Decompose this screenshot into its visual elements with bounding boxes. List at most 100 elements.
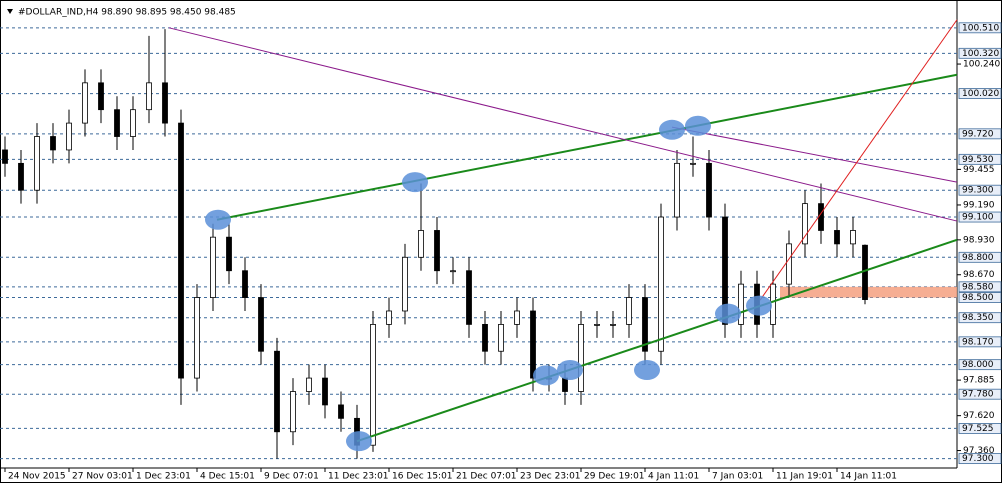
candle-body bbox=[162, 82, 168, 124]
x-tick-label: 7 Jan 03:01 bbox=[712, 472, 763, 482]
x-tick-label: 1 Dec 23:01 bbox=[136, 472, 191, 482]
trendline bbox=[168, 27, 958, 222]
y-tick-label: 97.360 bbox=[963, 446, 995, 456]
candle-body bbox=[834, 230, 840, 245]
y-tick-label: 97.620 bbox=[963, 411, 995, 421]
level-label: 98.170 bbox=[962, 337, 994, 347]
trendline bbox=[216, 73, 958, 221]
level-label: 100.320 bbox=[962, 49, 999, 59]
candle-body bbox=[290, 391, 296, 433]
candle-body bbox=[98, 82, 104, 111]
candle-body bbox=[450, 270, 456, 273]
candle-body bbox=[34, 136, 40, 191]
level-label-box bbox=[958, 22, 1002, 34]
x-tick-label: 24 Nov 2015 bbox=[8, 472, 66, 482]
candle-body bbox=[786, 243, 792, 285]
level-label: 98.800 bbox=[962, 253, 994, 263]
level-label-box bbox=[958, 128, 1002, 140]
level-label-box bbox=[958, 359, 1002, 371]
level-label-box bbox=[958, 292, 1002, 303]
level-label-box bbox=[958, 88, 1002, 99]
level-label: 99.720 bbox=[962, 129, 994, 139]
x-tick-label: 23 Dec 23:01 bbox=[520, 472, 581, 482]
marker bbox=[533, 365, 559, 386]
candle-body bbox=[50, 136, 56, 151]
level-label: 100.020 bbox=[962, 89, 999, 99]
x-tick-label: 4 Jan 11:01 bbox=[648, 472, 699, 482]
y-tick-label: 99.455 bbox=[963, 165, 995, 175]
chart-title: #DOLLAR_IND,H4 98.890 98.895 98.450 98.4… bbox=[18, 8, 236, 18]
y-tick-label: 98.930 bbox=[963, 235, 995, 245]
level-label: 97.525 bbox=[962, 424, 994, 434]
level-label-box bbox=[958, 453, 1002, 465]
level-label: 98.350 bbox=[962, 313, 994, 323]
candle-body bbox=[562, 377, 568, 392]
level-label-box bbox=[958, 423, 1002, 434]
trendline bbox=[759, 19, 958, 301]
candle-body bbox=[850, 230, 856, 245]
y-tick-label: 98.670 bbox=[963, 270, 995, 280]
candle-body bbox=[862, 244, 868, 300]
x-tick-label: 29 Dec 19:01 bbox=[584, 472, 645, 482]
level-label-box bbox=[958, 184, 1002, 196]
trendline bbox=[671, 126, 958, 183]
marker bbox=[659, 119, 685, 140]
candle-body bbox=[514, 310, 520, 325]
level-label-box bbox=[958, 312, 1002, 324]
candle-body bbox=[594, 324, 600, 326]
menu-arrow[interactable] bbox=[7, 9, 13, 14]
candle-body bbox=[818, 203, 824, 231]
level-label: 99.100 bbox=[962, 213, 994, 223]
candle-body bbox=[18, 162, 24, 191]
level-label-box bbox=[958, 251, 1002, 263]
candle-body bbox=[306, 377, 312, 392]
x-tick-label: 11 Dec 23:01 bbox=[328, 472, 389, 482]
x-tick-label: 14 Jan 11:01 bbox=[840, 472, 897, 482]
level-label: 97.300 bbox=[962, 454, 994, 464]
candle-body bbox=[66, 122, 72, 151]
candle-body bbox=[386, 310, 392, 325]
x-tick-label: 16 Dec 15:01 bbox=[392, 472, 453, 482]
level-label-box bbox=[958, 336, 1002, 348]
candle-body bbox=[210, 236, 216, 298]
level-label: 100.510 bbox=[962, 23, 999, 33]
x-tick-label: 27 Nov 03:01 bbox=[72, 472, 133, 482]
candle-body bbox=[610, 324, 616, 326]
x-tick-label: 21 Dec 07:01 bbox=[456, 472, 517, 482]
candle-body bbox=[226, 236, 232, 272]
candle-body bbox=[114, 109, 120, 137]
candle-body bbox=[530, 310, 536, 379]
candle-body bbox=[338, 404, 344, 419]
level-label-box bbox=[958, 47, 1002, 59]
candle-body bbox=[370, 324, 376, 446]
candle-body bbox=[194, 297, 200, 379]
candle-body bbox=[674, 162, 680, 218]
candle-body bbox=[658, 216, 664, 352]
candle-body bbox=[626, 297, 632, 325]
candle-body bbox=[466, 270, 472, 325]
y-tick-label: 99.190 bbox=[963, 200, 995, 210]
marker bbox=[634, 360, 660, 381]
level-label: 99.530 bbox=[962, 155, 994, 165]
level-label: 98.000 bbox=[962, 360, 994, 370]
level-label-box bbox=[958, 281, 1002, 293]
marker bbox=[402, 172, 428, 193]
candle-body bbox=[82, 82, 88, 124]
level-label: 97.780 bbox=[962, 390, 994, 400]
candle-body bbox=[130, 109, 136, 137]
x-tick-label: 4 Dec 15:01 bbox=[200, 472, 255, 482]
candle-body bbox=[258, 297, 264, 352]
candle-body bbox=[690, 162, 696, 165]
candle-body bbox=[642, 297, 648, 352]
candle-body bbox=[242, 270, 248, 298]
candle-body bbox=[274, 350, 280, 433]
candle-body bbox=[802, 203, 808, 245]
candle-body bbox=[482, 324, 488, 352]
candle-body bbox=[402, 256, 408, 312]
candle-body bbox=[706, 162, 712, 218]
marker bbox=[746, 295, 772, 316]
candle-body bbox=[498, 324, 504, 352]
zone bbox=[780, 286, 957, 298]
y-tick-label: 100.240 bbox=[963, 60, 1000, 70]
